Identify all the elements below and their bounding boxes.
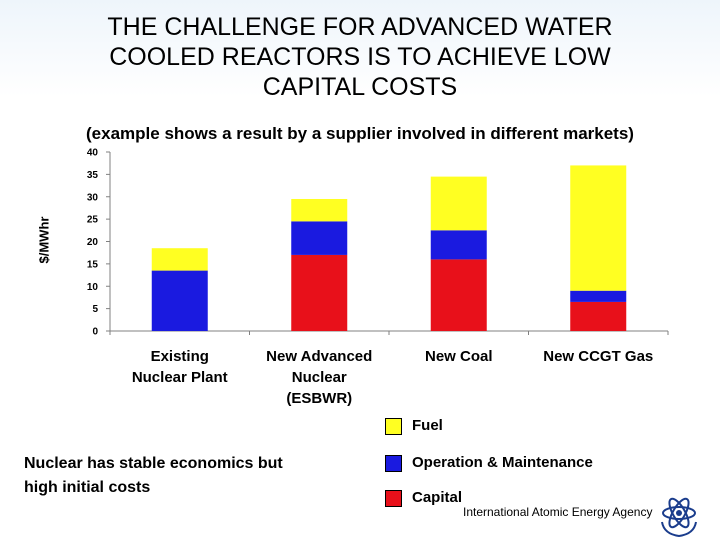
legend-label: Capital <box>412 489 463 506</box>
y-tick-label: 20 <box>87 237 99 248</box>
bar-segment-operation-maintenance <box>291 221 348 255</box>
bar-segment-operation-maintenance <box>570 290 627 302</box>
y-tick-label: 15 <box>87 259 99 270</box>
x-category-label: New Coal <box>389 346 529 367</box>
legend-swatch <box>385 455 402 472</box>
x-category-label-line: Nuclear <box>291 369 347 386</box>
legend-label: Fuel <box>412 417 443 434</box>
bar-segment-fuel <box>570 165 627 291</box>
bar-segment-operation-maintenance <box>430 230 487 260</box>
x-category-label-line: New Advanced <box>266 348 373 365</box>
x-category-label-line: Existing <box>150 348 209 365</box>
y-tick-label: 35 <box>87 170 99 181</box>
bar-segment-fuel <box>291 198 348 222</box>
x-category-label-line: (ESBWR) <box>286 390 353 407</box>
bar-segment-capital <box>430 259 487 331</box>
agency-footer: International Atomic Energy Agency <box>463 505 653 519</box>
x-category-label: Existing Nuclear Plant <box>110 346 250 388</box>
y-tick-label: 10 <box>87 282 99 293</box>
legend-swatch <box>385 490 402 507</box>
chart-subtitle: (example shows a result by a supplier in… <box>86 124 634 143</box>
title-line-1: THE CHALLENGE FOR ADVANCED WATER <box>107 13 613 41</box>
legend-swatch <box>385 418 402 435</box>
y-tick-label: 25 <box>87 215 99 226</box>
legend-label: Operation & Maintenance <box>412 454 593 471</box>
x-category-label: New CCGT Gas <box>528 346 668 367</box>
x-category-label: New Advanced Nuclear (ESBWR) <box>249 346 389 409</box>
iaea-logo-icon <box>661 497 697 538</box>
x-category-label-line: New Coal <box>424 348 493 365</box>
bar-segment-capital <box>291 254 348 331</box>
y-tick-label: 40 <box>87 148 99 159</box>
bar-segment-fuel <box>151 248 208 271</box>
page-title: THE CHALLENGE FOR ADVANCED WATER COOLED … <box>40 12 680 102</box>
bar-segment-capital <box>570 301 627 331</box>
y-tick-label: 5 <box>92 304 98 315</box>
title-line-2: COOLED REACTORS IS TO ACHIEVE LOW <box>109 43 611 71</box>
bar-segment-fuel <box>430 176 487 231</box>
summary-note: Nuclear has stable economics but high in… <box>24 452 364 500</box>
note-line-2: high initial costs <box>24 479 151 496</box>
y-tick-label: 30 <box>87 192 99 203</box>
x-category-label-line: Nuclear Plant <box>131 369 228 386</box>
y-tick-label: 0 <box>92 327 98 338</box>
title-line-3: CAPITAL COSTS <box>262 73 458 101</box>
bar-segment-operation-maintenance <box>151 270 208 331</box>
x-category-label-line: New CCGT Gas <box>543 348 654 365</box>
note-line-1: Nuclear has stable economics but <box>24 455 283 472</box>
